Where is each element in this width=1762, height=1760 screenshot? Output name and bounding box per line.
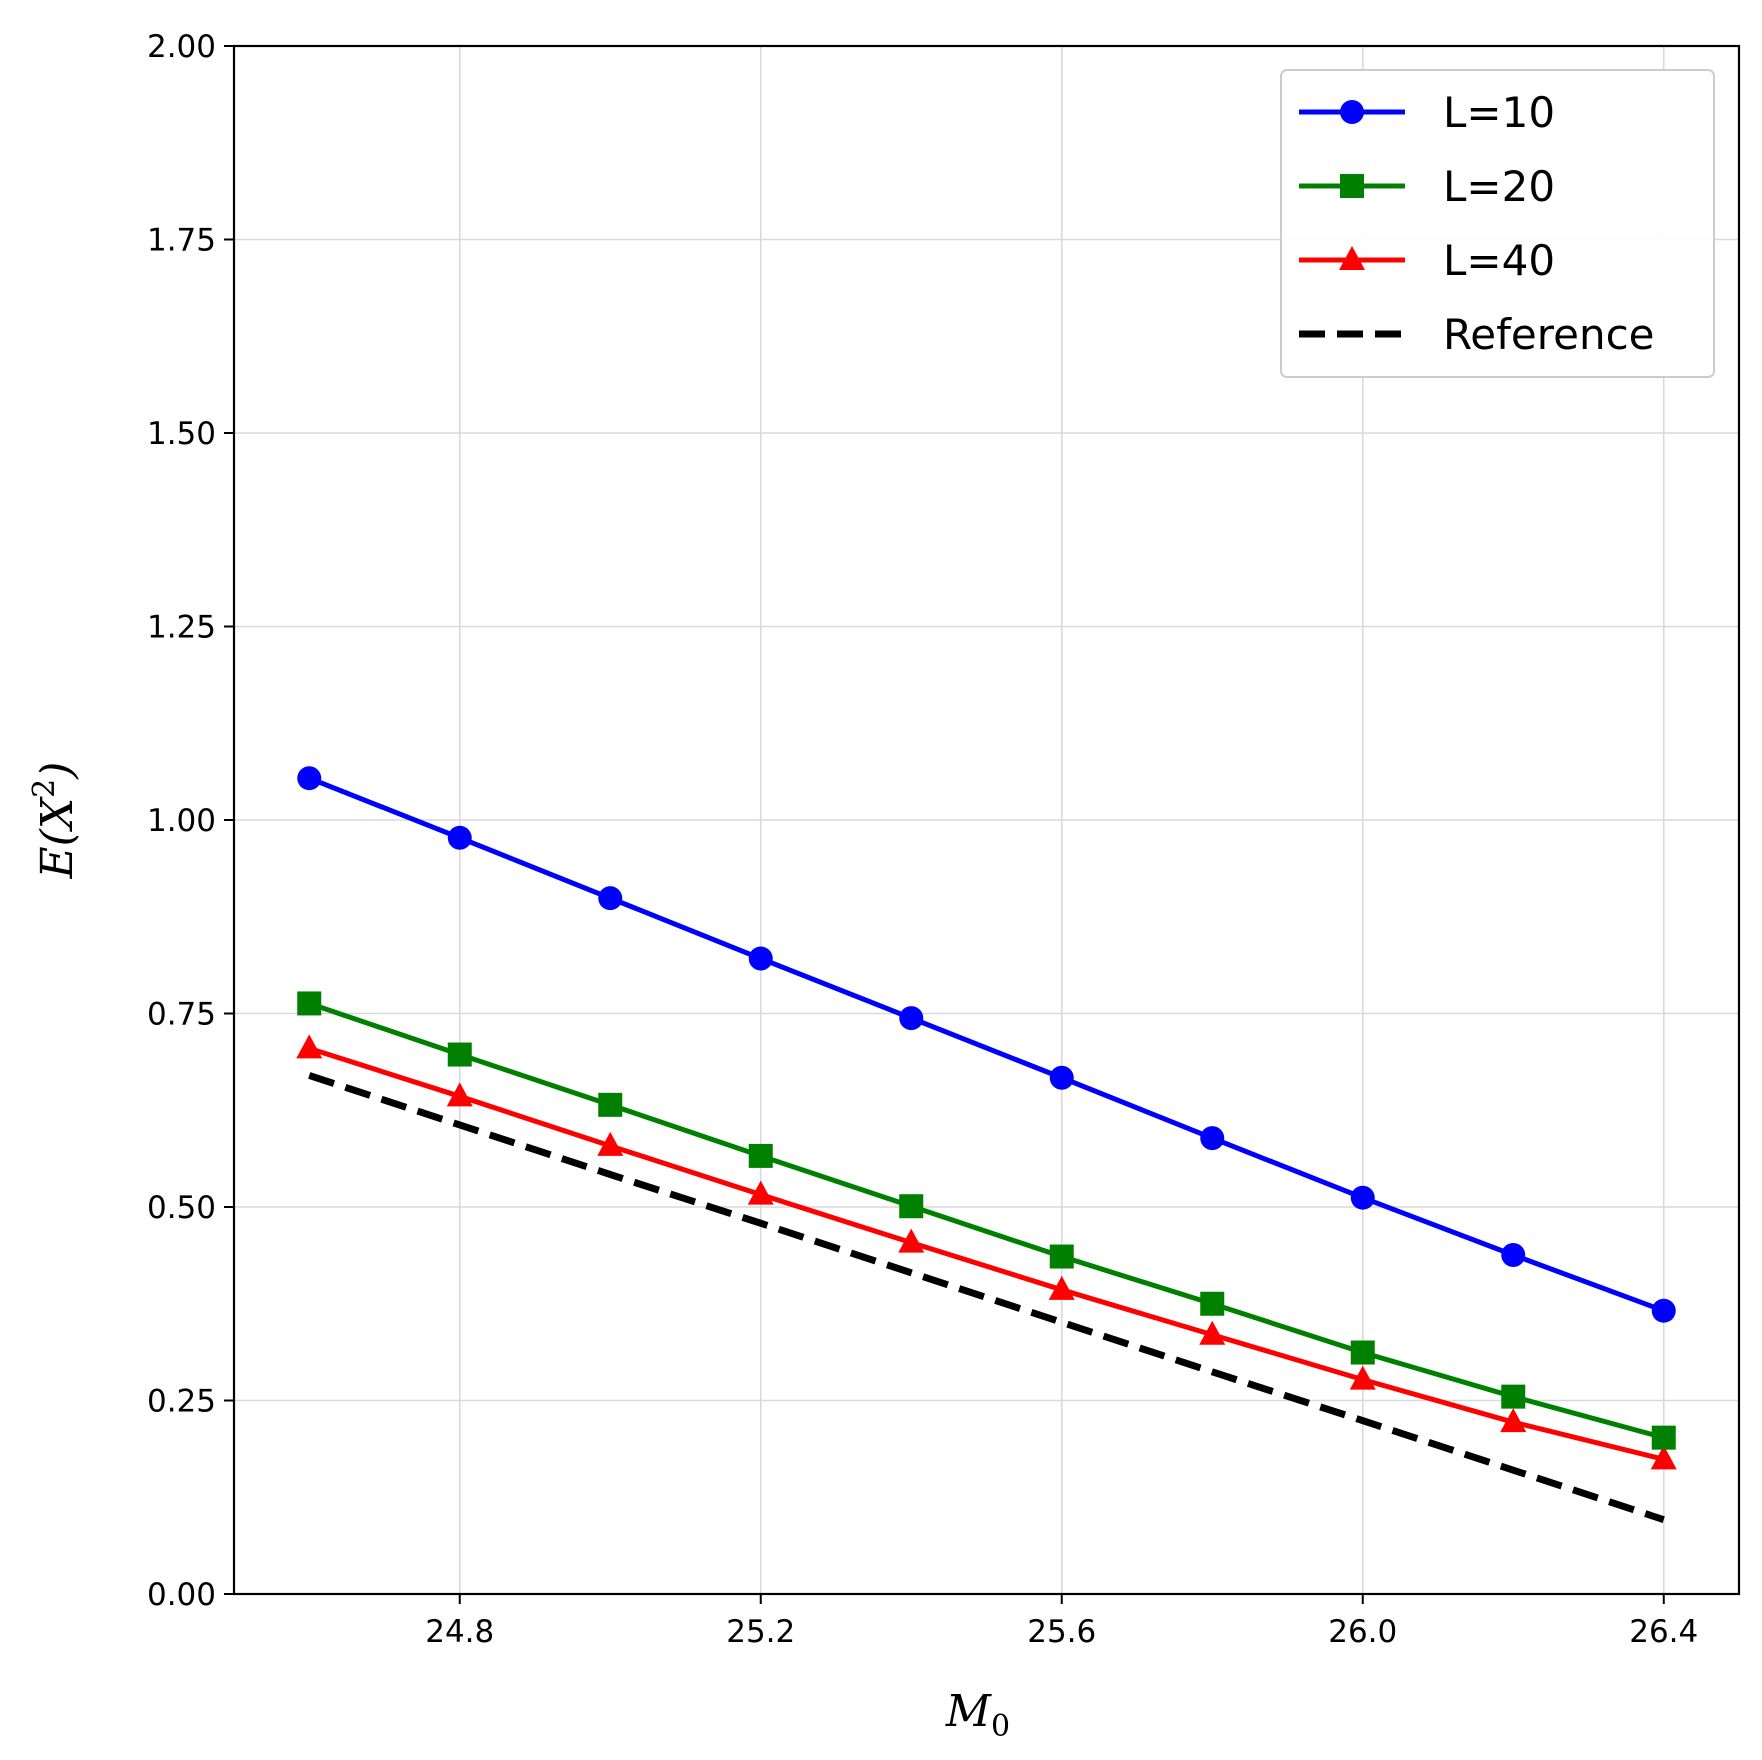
y-axis-label-close: ): [32, 762, 83, 780]
legend-item-l-40: L=40: [1299, 236, 1555, 285]
series-l-10: [297, 766, 1676, 1323]
data-point-l-10: [899, 1006, 924, 1031]
data-point-l-10: [1049, 1065, 1074, 1090]
x-tick-label: 26.0: [1328, 1614, 1397, 1650]
y-tick-label: 0.00: [147, 1577, 216, 1613]
series-line-l-10: [308, 775, 1665, 1314]
data-point-l-20: [748, 1143, 773, 1168]
data-point-l-10: [1200, 1126, 1225, 1151]
data-point-l-40: [446, 1082, 473, 1107]
data-point-l-40: [1048, 1275, 1075, 1300]
data-point-l-10: [598, 886, 623, 911]
x-axis-label-subscript: 0: [991, 1709, 1010, 1744]
data-point-l-40: [747, 1180, 774, 1205]
y-tick-label: 0.50: [147, 1190, 216, 1226]
data-point-l-40: [1500, 1408, 1527, 1433]
y-axis-ticks: 0.00 0.25 0.50 0.75 1.00 1.25 1.50 1.75 2.00: [147, 29, 234, 1613]
data-point-l-20: [899, 1194, 924, 1219]
data-point-l-40: [898, 1228, 925, 1253]
y-axis-label: E(X2): [27, 762, 83, 880]
data-point-l-20: [1501, 1384, 1526, 1409]
y-tick-label: 0.75: [147, 997, 216, 1033]
data-point-l-10: [297, 766, 322, 791]
data-point-l-20: [447, 1042, 472, 1067]
y-tick-label: 1.50: [147, 416, 216, 452]
y-tick-label: 1.75: [147, 223, 216, 259]
series-line-reference: [308, 1072, 1665, 1524]
x-tick-label: 24.8: [425, 1614, 494, 1650]
data-point-l-10: [1501, 1242, 1526, 1267]
legend: L=10 L=20 L=40 Reference: [1280, 69, 1715, 378]
legend-label-reference: Reference: [1443, 310, 1655, 359]
x-axis-ticks: 24.8 25.2 25.6 26.0 26.4: [425, 1594, 1698, 1650]
data-point-l-40: [1199, 1320, 1226, 1345]
legend-label-l-20: L=20: [1443, 162, 1555, 211]
y-axis-label-superscript: 2: [27, 779, 62, 798]
legend-label-l-10: L=10: [1443, 88, 1555, 137]
legend-box: [1280, 69, 1715, 378]
x-tick-label: 26.4: [1629, 1614, 1698, 1650]
data-point-l-10: [1350, 1185, 1375, 1210]
data-point-l-20: [1049, 1244, 1074, 1269]
legend-item-reference: Reference: [1299, 310, 1655, 359]
data-point-l-10: [748, 946, 773, 971]
legend-marker-l-40: [1339, 246, 1365, 270]
y-tick-label: 0.25: [147, 1384, 216, 1420]
data-point-l-20: [1200, 1291, 1225, 1316]
data-point-l-20: [1350, 1340, 1375, 1365]
x-axis-label: M0: [945, 1686, 1010, 1744]
legend-label-l-40: L=40: [1443, 236, 1555, 285]
legend-marker-l-10: [1340, 100, 1364, 124]
y-tick-label: 1.25: [147, 610, 216, 646]
legend-item-l-20: L=20: [1299, 162, 1555, 211]
data-point-l-20: [598, 1092, 623, 1117]
series-l-40: [296, 1034, 1677, 1470]
series-line-l-40: [308, 1045, 1665, 1462]
series-l-20: [297, 991, 1676, 1450]
data-point-l-10: [1651, 1298, 1676, 1323]
x-tick-label: 25.2: [726, 1614, 795, 1650]
data-point-l-10: [447, 825, 472, 850]
data-point-l-40: [1650, 1445, 1677, 1470]
data-point-l-40: [296, 1034, 323, 1059]
series-reference: [308, 1072, 1665, 1524]
data-point-l-20: [1651, 1425, 1676, 1450]
data-point-l-40: [1349, 1365, 1376, 1390]
data-point-l-20: [297, 991, 322, 1016]
y-tick-label: 1.00: [147, 803, 216, 839]
x-tick-label: 25.6: [1027, 1614, 1096, 1650]
legend-item-l-10: L=10: [1299, 88, 1555, 137]
series-line-l-20: [308, 1001, 1665, 1441]
data-point-l-40: [597, 1131, 624, 1156]
y-tick-label: 2.00: [147, 29, 216, 65]
legend-marker-l-20: [1340, 174, 1364, 198]
series-layer: [296, 766, 1677, 1524]
